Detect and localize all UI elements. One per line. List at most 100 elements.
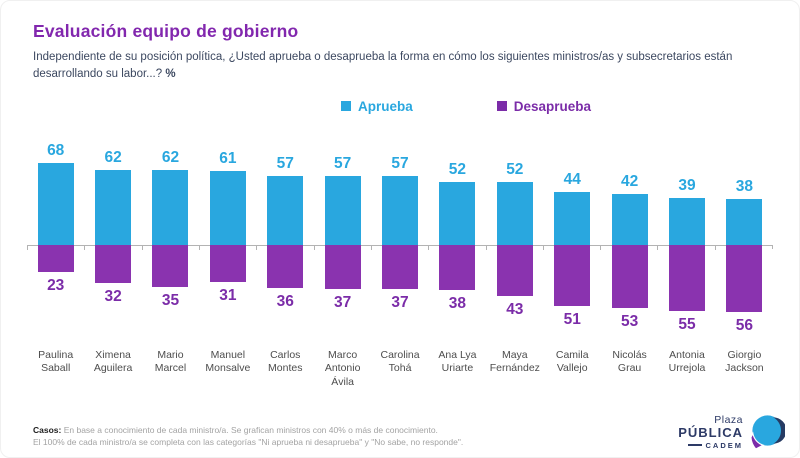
- speech-bubble-logo-icon: [750, 415, 785, 450]
- approve-value: 52: [448, 161, 467, 179]
- approve-bar: [496, 182, 533, 245]
- disapprove-value: 53: [620, 313, 639, 331]
- footnote-label: Casos:: [33, 425, 62, 436]
- legend-item-aprueba: Aprueba: [340, 98, 413, 114]
- disapprove-value: 37: [334, 293, 352, 311]
- plaza-publica-cadem-logo: Plaza PÚBLICA CADEM: [678, 413, 785, 450]
- disapprove-bar: [439, 244, 476, 291]
- logo-rule: [687, 444, 702, 446]
- minister-name: Paulina Saball: [38, 348, 74, 375]
- footnote-line2: El 100% de cada ministro/a se completa c…: [33, 436, 464, 447]
- disapprove-value: 55: [678, 315, 696, 333]
- approve-value: 62: [161, 149, 180, 167]
- approve-value: 42: [620, 173, 639, 191]
- disapprove-value: 23: [47, 277, 65, 295]
- axis-tick: [485, 245, 543, 250]
- approve-value: 39: [678, 176, 696, 194]
- minister-column: 68 23 Paulina Saball: [27, 135, 84, 390]
- minister-column: 38 56 Giorgio Jackson: [716, 135, 773, 390]
- disapprove-value: 43: [506, 301, 524, 319]
- axis-tick: [27, 245, 84, 250]
- logo-publica: PÚBLICA: [678, 424, 743, 440]
- logo-cadem: CADEM: [705, 440, 743, 450]
- minister-name: Giorgio Jackson: [725, 348, 764, 375]
- minister-column: 57 36 Carlos Montes: [257, 135, 314, 390]
- axis-tick: [428, 245, 485, 250]
- minister-name: Nicolás Grau: [612, 348, 647, 375]
- approve-bar: [209, 171, 246, 245]
- chart-legend: Aprueba Desaprueba: [67, 98, 799, 114]
- disapprove-bar: [37, 244, 74, 273]
- minister-name: Ximena Aguilera: [93, 348, 133, 375]
- minister-name: Mario Marcel: [154, 348, 187, 375]
- axis-tick: [141, 245, 199, 250]
- footnote-line1: Casos: En base a conocimiento de cada mi…: [33, 425, 463, 436]
- disapprove-value: 36: [276, 292, 294, 310]
- logo-wordmark: Plaza PÚBLICA CADEM: [678, 414, 743, 450]
- approve-bar: [611, 194, 648, 245]
- disapprove-value: 32: [104, 287, 122, 305]
- disapprove-bar: [668, 244, 705, 311]
- minister-name: Carlos Montes: [268, 348, 303, 375]
- disapprove-value: 56: [735, 316, 753, 334]
- approve-value: 57: [391, 155, 409, 173]
- disapprove-value: 31: [219, 286, 237, 304]
- approve-bar: [439, 182, 476, 245]
- disapprove-bar: [554, 244, 591, 306]
- page-title: Evaluación equipo de gobierno: [33, 21, 299, 41]
- survey-question-text: Independiente de su posición política, ¿…: [33, 51, 733, 81]
- legend-label-aprueba: Aprueba: [357, 98, 413, 114]
- disapprove-bar: [152, 244, 189, 287]
- minister-name: Ana Lya Uriarte: [438, 348, 477, 375]
- approve-bar: [382, 176, 419, 245]
- minister-name: Antonia Urrejola: [668, 348, 706, 375]
- footnote: Casos: En base a conocimiento de cada mi…: [33, 425, 463, 448]
- approve-bar: [95, 170, 132, 245]
- bar-chart: 68 23 Paulina Saball 62 32 Ximena Aguilera 62 3…: [27, 135, 773, 390]
- axis-tick: [313, 245, 371, 250]
- disapprove-bar: [267, 244, 304, 288]
- axis-tick: [542, 245, 600, 250]
- disapprove-bar: [209, 244, 246, 282]
- axis-tick: [600, 245, 657, 250]
- minister-name: Camila Vallejo: [555, 348, 589, 375]
- aprueba-swatch-icon: [340, 101, 351, 111]
- axis-tick: [84, 245, 141, 250]
- approve-value: 57: [276, 155, 294, 173]
- chart-columns: 68 23 Paulina Saball 62 32 Ximena Aguilera 62 3…: [27, 135, 773, 390]
- approve-bar: [668, 197, 705, 245]
- axis-tick: [657, 245, 714, 250]
- minister-column: 52 38 Ana Lya Uriarte: [429, 135, 486, 390]
- axis-tick: [370, 245, 428, 250]
- minister-column: 57 37 Carolina Tohá: [371, 135, 428, 390]
- minister-column: 52 43 Maya Fernández: [486, 135, 543, 390]
- minister-column: 62 32 Ximena Aguilera: [84, 135, 141, 390]
- survey-question: Independiente de su posición política, ¿…: [33, 49, 759, 84]
- axis-tick: [198, 245, 256, 250]
- legend-item-desaprueba: Desaprueba: [496, 98, 592, 114]
- minister-name: Manuel Monsalve: [205, 348, 251, 375]
- disapprove-bar: [324, 244, 361, 289]
- disapprove-value: 37: [391, 293, 409, 311]
- minister-name: Maya Fernández: [489, 348, 540, 375]
- disapprove-bar: [611, 244, 648, 309]
- axis-tick: [256, 245, 313, 250]
- percent-suffix: %: [165, 68, 176, 81]
- disapprove-bar: [726, 244, 763, 312]
- approve-value: 38: [735, 177, 753, 195]
- disapprove-bar: [95, 244, 132, 283]
- desaprueba-swatch-icon: [496, 101, 507, 111]
- disapprove-bar: [496, 244, 533, 297]
- approve-bar: [152, 170, 189, 245]
- axis-tick: [714, 245, 772, 250]
- minister-column: 42 53 Nicolás Grau: [601, 135, 658, 390]
- disapprove-bar: [382, 244, 419, 289]
- header: Evaluación equipo de gobierno Independie…: [1, 1, 799, 84]
- approve-value: 62: [104, 149, 122, 167]
- approve-value: 44: [563, 170, 581, 188]
- minister-name: Carolina Tohá: [380, 348, 420, 375]
- legend-label-desaprueba: Desaprueba: [513, 98, 592, 114]
- approve-bar: [267, 176, 304, 245]
- minister-column: 62 35 Mario Marcel: [142, 135, 199, 390]
